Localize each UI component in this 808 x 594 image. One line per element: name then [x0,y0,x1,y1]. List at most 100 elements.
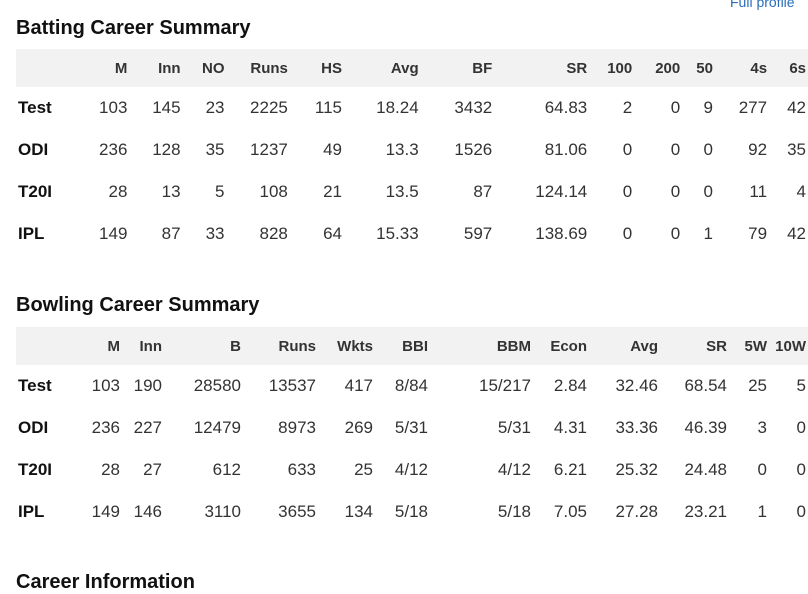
batting-stat-cell: 2 [622,98,633,117]
batting-stat-cell: 0 [703,182,713,201]
batting-stat-cell: 115 [314,98,343,117]
bowling-table-row: IPL 149 146 3110 3655 134 5/18 5/18 7.05 27.28 23.… [16,491,808,533]
batting-stat-cell: 4 [796,182,806,201]
batting-stat-cell: 64.83 [544,98,588,117]
batting-stat-cell: 149 [99,224,128,243]
bowling-header-cell: M [74,327,122,365]
batting-stat-cell: 64 [323,224,343,243]
batting-stat-cell: 0 [670,182,681,201]
batting-header-cell: 6s [769,49,808,87]
batting-stat-cell: 35 [205,140,225,159]
batting-summary-table: M Inn NO Runs HS Avg BF SR 100 200 50 4s 6s Test 103 1… [16,49,808,255]
batting-stat-cell: 0 [670,98,681,117]
bowling-stat-cell: 4.31 [553,418,587,437]
bowling-header-cell: Econ [533,327,589,365]
bowling-stat-cell: 3110 [204,502,241,521]
bowling-stat-cell: 25 [748,376,767,395]
batting-format-label: ODI [18,140,49,159]
batting-header-cell: SR [494,49,590,87]
batting-stat-cell: 0 [670,224,681,243]
batting-stat-cell: 33 [205,224,225,243]
bowling-header-cell: Avg [589,327,660,365]
batting-header-cell: M [79,49,130,87]
bowling-table-row: Test 103 190 28580 13537 417 8/84 15/217 2.84 32.… [16,365,808,407]
batting-header-cell: 4s [714,49,770,87]
batting-header-cell: 50 [682,49,715,87]
bowling-header-cell: Wkts [318,327,375,365]
bowling-stat-cell: 27.28 [615,502,658,521]
batting-stat-cell: 138.69 [535,224,588,243]
batting-stat-cell: 1237 [250,140,288,159]
batting-stat-cell: 1 [703,224,713,243]
batting-header-row: M Inn NO Runs HS Avg BF SR 100 200 50 4s 6s [16,49,808,87]
bowling-format-label: Test [18,376,52,395]
batting-stat-cell: 35 [787,140,806,159]
bowling-header-cell: Runs [243,327,318,365]
bowling-stat-cell: 236 [91,418,120,437]
batting-format-label: IPL [18,224,45,243]
bowling-header-cell: 10W [769,327,808,365]
bowling-stat-cell: 5/31 [497,418,531,437]
bowling-stat-cell: 3 [757,418,767,437]
bowling-stat-cell: 12479 [193,418,241,437]
bowling-stat-cell: 13537 [268,376,316,395]
batting-header-cell [16,49,80,87]
batting-header-cell: Avg [344,49,421,87]
full-profile-link[interactable]: Full profile [730,0,795,10]
bowling-header-cell: Inn [122,327,164,365]
bowling-stat-cell: 28 [101,460,120,479]
bowling-stat-cell: 27 [143,460,162,479]
batting-stat-cell: 0 [622,224,633,243]
batting-stat-cell: 277 [738,98,768,117]
bowling-stat-cell: 0 [796,460,806,479]
batting-header-cell: BF [420,49,495,87]
bowling-stat-cell: 417 [344,376,373,395]
batting-stat-cell: 15.33 [376,224,419,243]
bowling-header-cell: SR [660,327,729,365]
batting-stat-cell: 0 [703,140,713,159]
bowling-stat-cell: 8/84 [394,376,428,395]
batting-table-row: Test 103 145 23 2225 115 18.24 3432 64.83 2 0 9 277 4… [16,87,808,129]
batting-stat-cell: 236 [99,140,128,159]
batting-rows: Test 103 145 23 2225 115 18.24 3432 64.83 2 0 9 277 4… [16,87,808,255]
bowling-header-cell: BBI [375,327,430,365]
bowling-format-label: T20I [18,460,53,479]
bowling-stat-cell: 5/18 [497,502,531,521]
bowling-stat-cell: 633 [287,460,316,479]
batting-stat-cell: 597 [463,224,493,243]
bowling-stat-cell: 5 [796,376,806,395]
batting-stat-cell: 13.5 [385,182,419,201]
bowling-table-row: ODI 236 227 12479 8973 269 5/31 5/31 4.31 33.36 46… [16,407,808,449]
batting-header-cell: 100 [589,49,635,87]
batting-stat-cell: 87 [161,224,181,243]
batting-stat-cell: 0 [670,140,681,159]
batting-stat-cell: 92 [748,140,768,159]
batting-stat-cell: 124.14 [535,182,588,201]
bowling-stat-cell: 24.48 [684,460,727,479]
bowling-stat-cell: 28580 [193,376,241,395]
bowling-header-cell: 5W [729,327,769,365]
bowling-stat-cell: 7.05 [553,502,587,521]
batting-stat-cell: 0 [622,182,633,201]
bowling-header-cell: BBM [430,327,533,365]
bowling-stat-cell: 8973 [278,418,316,437]
bowling-stat-cell: 0 [796,418,806,437]
bowling-stat-cell: 5/18 [394,502,428,521]
batting-stat-cell: 87 [473,182,493,201]
bowling-stat-cell: 2.84 [553,376,587,395]
batting-stat-cell: 28 [108,182,128,201]
batting-stat-cell: 79 [748,224,768,243]
batting-table-row: ODI 236 128 35 1237 49 13.3 1526 81.06 0 0 0 92 35 [16,129,808,171]
batting-format-label: Test [18,98,52,117]
bowling-stat-cell: 46.39 [684,418,727,437]
batting-stat-cell: 23 [205,98,225,117]
bowling-stat-cell: 1 [757,502,767,521]
bowling-stat-cell: 269 [344,418,373,437]
bowling-rows: Test 103 190 28580 13537 417 8/84 15/217 2.84 32.… [16,365,808,533]
career-information-title: Career Information [16,571,195,593]
batting-summary-title: Batting Career Summary [16,17,251,39]
batting-stat-cell: 49 [323,140,343,159]
bowling-format-label: ODI [18,418,49,437]
bowling-stat-cell: 146 [133,502,162,521]
batting-stat-cell: 108 [259,182,288,201]
